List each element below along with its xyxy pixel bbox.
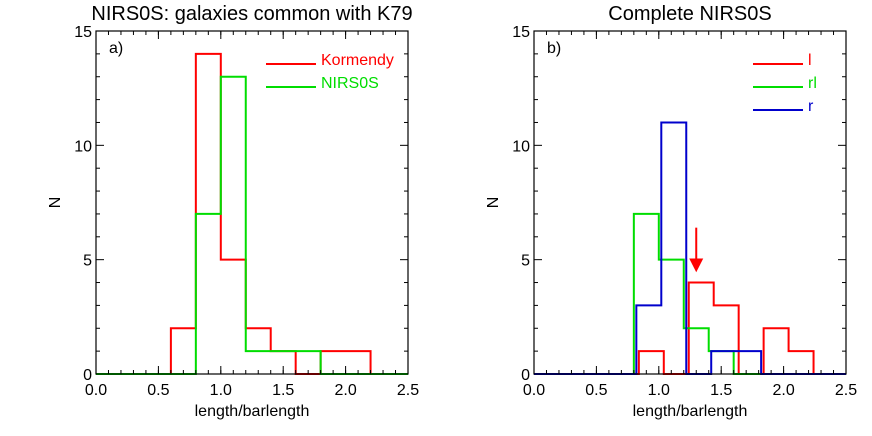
x-tick-label: 0.5 <box>147 382 169 399</box>
x-tick-label: 2.5 <box>835 382 857 399</box>
arrow-head <box>689 258 704 273</box>
x-tick-label: 2.5 <box>397 382 419 399</box>
chart-panel-2: Complete NIRS0S 0.0 0.5 1.0 1.5 2.0 2.5 0 5 10 15 l… <box>485 3 857 420</box>
plot-frame <box>95 30 409 375</box>
legend-label: rl <box>808 75 817 92</box>
x-tick-label: 1.0 <box>648 382 670 399</box>
legend-label: NIRS0S <box>321 75 379 92</box>
series-step-rl <box>534 212 846 375</box>
chart-title: NIRS0S: galaxies common with K79 <box>91 3 412 25</box>
y-axis-label: N <box>485 197 502 209</box>
y-tick-label: 0 <box>83 367 92 384</box>
y-tick-label: 5 <box>521 253 530 270</box>
y-tick-label: 0 <box>521 367 530 384</box>
x-tick-label: 0.0 <box>85 382 107 399</box>
legend-label: l <box>808 52 812 69</box>
y-tick-label: 15 <box>512 24 530 41</box>
series-step-kormendy <box>96 52 408 375</box>
series-step-r <box>534 121 846 375</box>
x-tick-label: 2.0 <box>772 382 794 399</box>
legend-label: Kormendy <box>321 52 394 69</box>
plot-frame <box>533 30 847 375</box>
panel-label: a) <box>109 40 123 57</box>
x-axis-label: length/barlength <box>195 403 310 420</box>
x-tick-label: 1.5 <box>710 382 732 399</box>
chart-panel-1: NIRS0S: galaxies common with K79 0.0 0.5 1.… <box>47 3 419 420</box>
y-tick-label: 15 <box>74 24 92 41</box>
y-tick-label: 10 <box>512 138 530 155</box>
series-step-nirs0s <box>96 75 408 375</box>
x-tick-label: 1.5 <box>272 382 294 399</box>
y-tick-label: 10 <box>74 138 92 155</box>
y-tick-label: 5 <box>83 253 92 270</box>
y-axis-label: N <box>47 197 64 209</box>
x-tick-label: 0.5 <box>585 382 607 399</box>
x-tick-label: 0.0 <box>523 382 545 399</box>
x-axis-label: length/barlength <box>633 403 748 420</box>
chart-title: Complete NIRS0S <box>608 3 771 25</box>
panel-label: b) <box>547 40 561 57</box>
legend-label: r <box>808 98 814 115</box>
x-tick-label: 1.0 <box>210 382 232 399</box>
x-tick-label: 2.0 <box>334 382 356 399</box>
